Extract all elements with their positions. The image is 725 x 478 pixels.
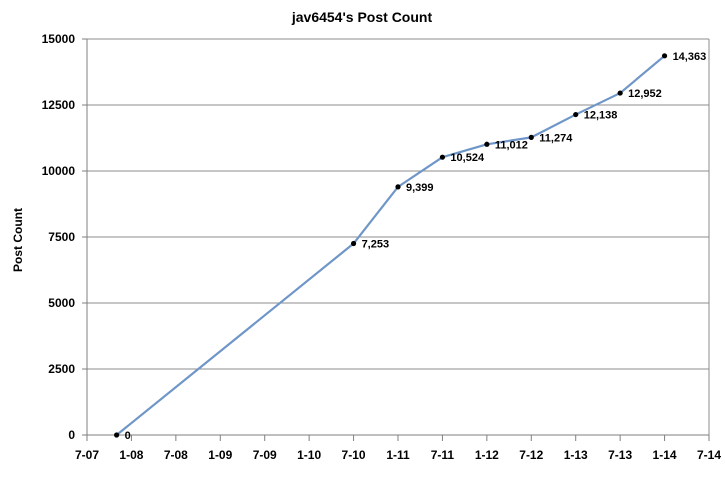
data-labels: 0 7,253 9,399 10,524 11,012 11,274 12,138 12,95… (125, 51, 707, 442)
data-label: 9,399 (406, 182, 434, 194)
series-line-layer (115, 54, 666, 436)
x-tick-label: 1-11 (386, 448, 410, 462)
axes (82, 38, 710, 441)
data-label: 12,952 (628, 88, 662, 100)
x-tick-label: 1-09 (208, 448, 232, 462)
x-tick-labels: 7-07 1-08 7-08 1-09 7-09 1-10 7-10 1-11 7-11 1-12… (75, 448, 721, 462)
y-tick-label: 5000 (48, 296, 75, 310)
data-label: 0 (125, 430, 131, 442)
data-label: 14,363 (673, 51, 707, 63)
x-tick-label: 1-10 (297, 448, 321, 462)
y-tick-label: 12500 (42, 98, 76, 112)
x-tick-label: 7-07 (75, 448, 99, 462)
y-tick-label: 10000 (42, 164, 76, 178)
y-tick-label: 7500 (48, 230, 75, 244)
data-label: 7,253 (362, 239, 390, 251)
data-point (439, 154, 446, 160)
y-tick-label: 0 (68, 428, 75, 442)
x-tick-label: 7-13 (608, 448, 632, 462)
y-tick-labels: 0 2500 5000 7500 10000 12500 15000 (42, 32, 76, 442)
x-tick-label: 1-13 (564, 448, 588, 462)
data-point (528, 134, 534, 140)
data-point (350, 240, 357, 247)
data-point (617, 90, 623, 96)
gridlines (87, 38, 709, 370)
x-tick-label: 1-08 (119, 448, 143, 462)
x-tick-label: 1-12 (475, 448, 499, 462)
data-point (484, 141, 490, 147)
chart-title: jav6454's Post Count (291, 9, 433, 25)
y-tick-label: 15000 (42, 32, 76, 46)
y-tick-label: 2500 (48, 362, 75, 376)
x-tick-label: 7-09 (253, 448, 277, 462)
data-label: 10,524 (450, 152, 485, 164)
data-label: 11,012 (495, 139, 528, 151)
x-tick-label: 7-10 (342, 448, 366, 462)
x-tick-label: 7-08 (164, 448, 188, 462)
x-tick-label: 7-11 (431, 448, 455, 462)
data-point (395, 184, 401, 190)
data-point (573, 111, 579, 118)
y-axis-label: Post Count (11, 208, 25, 272)
data-points (114, 53, 668, 438)
x-tick-label: 7-12 (519, 448, 543, 462)
data-label: 12,138 (584, 110, 618, 122)
data-label: 11,274 (539, 132, 573, 144)
data-point (661, 53, 668, 59)
x-tick-label: 7-14 (697, 448, 721, 462)
data-point (114, 432, 120, 438)
series-line (115, 54, 666, 436)
x-tick-label: 1-14 (653, 448, 677, 462)
